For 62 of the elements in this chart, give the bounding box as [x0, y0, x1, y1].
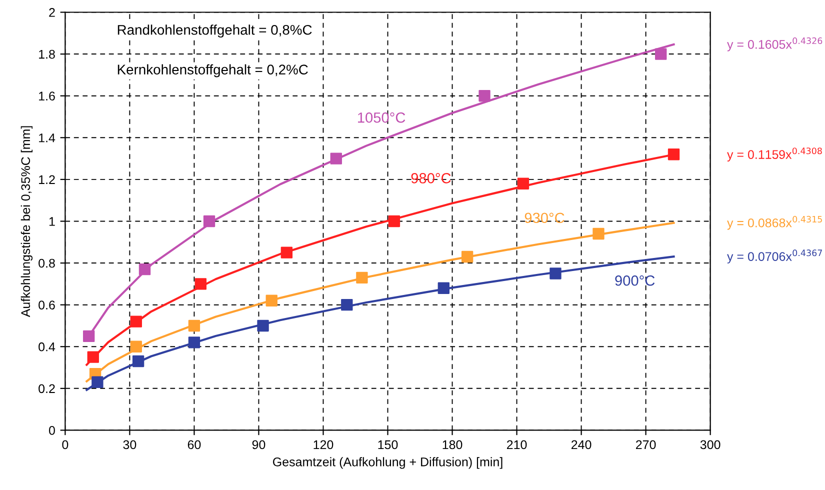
text: 1050°C	[358, 112, 406, 123]
x-tick-label: 210	[506, 440, 527, 450]
line-series	[86, 256, 675, 391]
y-tick-label: 2	[49, 8, 55, 17]
point	[341, 298, 353, 311]
x-tick-label: 300	[700, 440, 720, 450]
text: y = 0.1159x$^{0.4308}$	[727, 148, 822, 162]
y-tick-label: 1	[49, 217, 55, 226]
point	[87, 351, 99, 363]
x-tick-label: 0	[62, 440, 68, 450]
point	[655, 48, 667, 60]
y-tick-label: 0.2	[38, 384, 55, 394]
x-axis-title: Gesamtzeit (Aufkohlung + Diffusion) [min]	[272, 457, 502, 469]
point	[592, 228, 604, 240]
annotation: Randkohlenstoffgehalt = 0,8%C	[118, 24, 312, 38]
point	[188, 320, 200, 332]
x-tick-label: 30	[123, 440, 136, 450]
point	[130, 316, 142, 328]
point	[203, 215, 216, 228]
point	[92, 376, 104, 388]
y-tick-label: 0.4	[38, 342, 56, 352]
x-tick-label: 270	[636, 440, 656, 450]
point	[478, 90, 490, 102]
y-tick-label: 0.8	[38, 258, 55, 268]
point	[82, 330, 95, 342]
x-tick-label: 60	[188, 440, 201, 450]
text: y = 0.0868x$^{0.4315}$	[727, 216, 822, 230]
point	[266, 294, 278, 306]
point	[550, 268, 562, 280]
text: 980°C	[411, 173, 451, 184]
point	[194, 278, 206, 290]
line-series	[86, 222, 675, 382]
point	[438, 282, 450, 294]
y-tick-label: 1.8	[39, 50, 55, 59]
y-tick-label: 0	[48, 426, 55, 435]
point	[130, 340, 142, 352]
x-tick-label: 150	[378, 440, 398, 450]
x-tick-label: 90	[252, 440, 266, 450]
point	[330, 152, 342, 164]
x-tick-label: 180	[442, 440, 462, 450]
y-tick-label: 1.2	[39, 175, 55, 184]
point	[257, 320, 269, 332]
x-tick-label: 240	[571, 440, 592, 450]
point	[388, 215, 400, 228]
text: y = 0.0706x$^{0.4367}$	[727, 250, 822, 264]
point	[132, 355, 144, 368]
x-tick-label: 120	[314, 440, 334, 450]
point	[356, 272, 368, 284]
point	[461, 250, 474, 263]
text: 930°C	[524, 212, 564, 224]
y-tick-label: 1.6	[39, 92, 55, 100]
point	[517, 178, 530, 190]
point	[188, 336, 200, 348]
text: 900°C	[615, 275, 655, 286]
annotation: Kernkohlenstoffgehalt = 0,2%C	[118, 64, 308, 78]
y-tick-label: 0.6	[38, 300, 55, 310]
point	[668, 148, 680, 160]
point	[280, 246, 293, 258]
point	[138, 263, 151, 276]
text: y = 0.1605x$^{0.4326}$	[727, 37, 822, 52]
y-axis-title: Aufkohlungstiefe bei 0,35%C [mm]	[20, 126, 33, 318]
y-tick-label: 1.4	[39, 134, 56, 142]
